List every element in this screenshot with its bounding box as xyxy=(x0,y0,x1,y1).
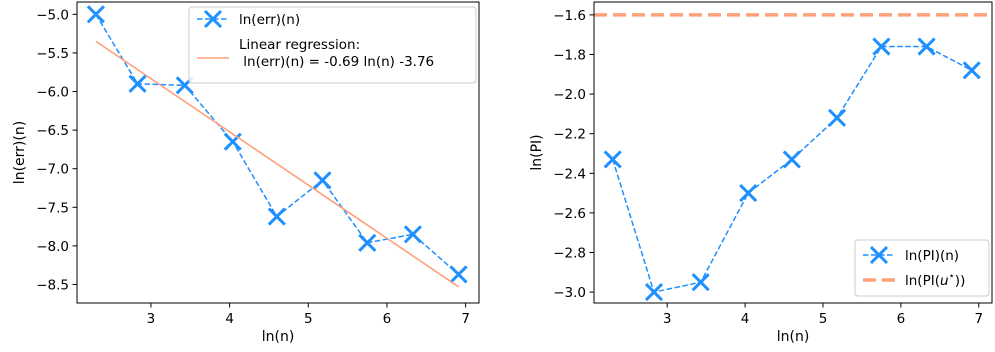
y-tick-label: −8.5 xyxy=(36,277,69,293)
plot-area xyxy=(86,5,468,288)
y-tick-label: −2.0 xyxy=(553,87,586,103)
series-line xyxy=(611,45,973,293)
y-axis-label: ln(err)(n) xyxy=(12,121,28,184)
y-tick-label: −2.8 xyxy=(553,246,586,262)
data-point xyxy=(358,233,377,252)
legend-label-line2: ln(err)(n) = -0.69 ln(n) -3.76 xyxy=(239,54,434,70)
y-tick-label: −2.6 xyxy=(553,206,586,222)
plot-area xyxy=(594,13,992,302)
data-point xyxy=(128,74,147,93)
data-point xyxy=(739,184,758,203)
data-point xyxy=(603,150,622,169)
y-tick-label: −5.5 xyxy=(36,46,69,62)
x-axis-label: ln(n) xyxy=(262,329,295,345)
x-tick-label: 6 xyxy=(897,311,906,327)
legend-label: ln(PI)(n) xyxy=(905,248,959,264)
y-tick-label: −8.0 xyxy=(36,239,69,255)
legend-marker xyxy=(869,245,889,265)
legend: ln(err)(n) Linear regression: ln(err)(n) … xyxy=(188,6,477,84)
x-tick-label: 7 xyxy=(974,311,983,327)
data-point xyxy=(86,5,105,24)
data-point xyxy=(917,37,936,56)
y-tick-label: −2.2 xyxy=(553,127,586,143)
right-chart: 3 4 5 6 7 −1.6 −1.8 −2.0 −2.2 −2.4 −2.6 −2.8 −3.0 ln(… xyxy=(529,1,993,345)
x-tick-label: 3 xyxy=(663,311,672,327)
x-tick-label: 5 xyxy=(304,311,313,327)
data-point xyxy=(403,225,422,244)
data-point xyxy=(872,37,891,56)
axes-frame xyxy=(76,1,480,304)
legend-box xyxy=(854,239,990,297)
y-tick-label: −6.0 xyxy=(36,85,69,101)
y-tick-label: −5.0 xyxy=(36,7,69,23)
data-point xyxy=(449,265,468,284)
y-tick-label: −1.8 xyxy=(553,47,586,63)
legend-label: ln(PI(u⋆)) xyxy=(905,271,965,289)
data-point xyxy=(644,283,664,302)
data-point xyxy=(223,132,242,151)
data-point xyxy=(827,108,847,127)
y-axis-label: ln(PI) xyxy=(529,134,545,170)
x-tick-label: 4 xyxy=(225,311,234,327)
data-point xyxy=(313,171,332,190)
legend: ln(PI)(n) ln(PI(u⋆)) xyxy=(854,239,990,297)
legend-box xyxy=(188,6,477,84)
data-point xyxy=(782,150,801,169)
y-tick-label: −2.4 xyxy=(553,166,586,182)
x-tick-label: 3 xyxy=(147,311,156,327)
x-tick-label: 7 xyxy=(461,311,470,327)
regression-line xyxy=(95,40,459,288)
y-tick-label: −1.6 xyxy=(553,8,586,24)
legend-label: Linear regression: xyxy=(239,37,360,53)
x-tick-label: 6 xyxy=(383,311,392,327)
y-tick-label: −7.0 xyxy=(36,162,69,178)
x-axis-label: ln(n) xyxy=(777,329,810,345)
y-tick-label: −6.5 xyxy=(36,123,69,139)
legend-marker xyxy=(203,9,223,29)
y-tick-label: −3.0 xyxy=(553,285,586,301)
data-point xyxy=(267,207,286,226)
data-point xyxy=(691,273,710,292)
left-chart: 3 4 5 6 7 −5.0 −5.5 −6.0 −6.5 −7.0 −7.5 −8.0 −8.5 ln(… xyxy=(12,1,480,345)
data-point xyxy=(962,61,981,80)
axes-frame xyxy=(593,1,993,304)
x-tick-label: 4 xyxy=(741,311,750,327)
legend-label: ln(err)(n) xyxy=(239,12,300,28)
y-tick-label: −7.5 xyxy=(36,200,69,216)
x-tick-label: 5 xyxy=(819,311,828,327)
